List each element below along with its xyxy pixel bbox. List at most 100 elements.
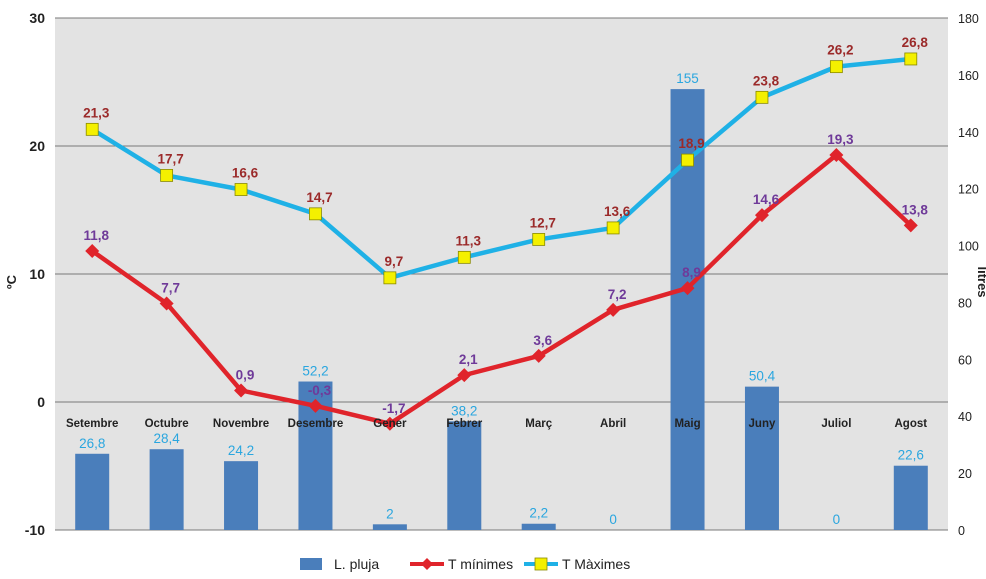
tmax-point [234,183,248,196]
category-label: Febrer [446,418,482,430]
tmax-point [85,122,99,136]
category-label: Desembre [288,418,344,430]
tmin-point [159,296,174,311]
category-label: Octubre [145,418,189,430]
tmax-value-label: 26,2 [827,43,853,58]
rain-bar [75,453,110,530]
tmin-value-label: 0,9 [236,367,255,382]
rain-value-label: 52,2 [302,364,328,379]
tmin-point [531,348,546,363]
rain-bars [75,89,928,530]
rain-value-label: 50,4 [749,369,776,384]
temperature-lines [85,52,918,431]
tmax-value-label: 16,6 [232,166,259,181]
tmin-value-label: 7,2 [608,287,627,302]
tmax-point [309,207,322,221]
category-label: Juny [749,418,776,430]
tmin-point [829,147,844,162]
gridlines [55,17,948,531]
rain-bar [372,524,407,530]
rain-value-label: 24,2 [228,443,254,458]
tmin-point [85,243,100,258]
tmin-point [754,208,769,223]
right-tick-label: 180 [958,12,979,26]
legend-swatch-marker [421,558,433,570]
tmin-value-label: 8,9 [682,265,701,280]
right-tick-label: 80 [958,296,972,310]
rain-bar [744,386,779,530]
tmin-point [903,218,918,233]
rain-bar [893,465,928,530]
tmax-point [160,169,174,182]
tmax-point [532,233,546,246]
rain-value-label: 38,2 [451,403,477,418]
category-label: Juliol [821,418,851,430]
data-labels: 26,8 28,4 24,2 52,2 2 38,2 2,2 0 155 50,4 0 22,6 11,… [79,35,928,527]
legend-item: T mínimes [410,556,513,572]
tmin-point [382,416,397,431]
tmin-value-label: 3,6 [533,333,552,348]
rain-bar [149,449,184,530]
tmin-value-label: 11,8 [83,228,109,243]
left-axis-label: ºC [4,274,19,289]
right-axis-label: litres [975,266,986,297]
legend-swatch-bar [300,558,322,570]
tmin-value-label: 13,8 [902,202,929,217]
legend-item: L. pluja [300,556,379,572]
tmin-line [90,152,913,427]
legend-swatch-marker [534,557,548,571]
rain-bar [224,461,259,530]
left-axis-ticks: -10 0 10 20 30 [25,10,45,538]
right-tick-label: 140 [958,126,979,140]
rain-value-label: 2,2 [529,506,548,521]
category-label: Març [525,418,552,430]
tmin-value-label: -1,7 [382,401,405,416]
left-tick-label: 20 [29,138,45,154]
left-tick-label: 0 [37,394,45,410]
legend-label: T mínimes [448,556,513,572]
tmax-value-label: 18,9 [678,136,704,151]
tmax-point [829,60,843,74]
left-tick-label: -10 [25,522,45,538]
tmax-value-label: 21,3 [83,105,110,120]
right-axis-ticks: 0 20 40 60 80 100 120 140 160 180 [958,12,979,538]
tmin-value-label: 7,7 [161,280,180,295]
right-tick-label: 120 [958,183,979,197]
tmin-point [457,368,472,383]
category-label: Agost [894,418,927,430]
tmax-point [755,90,769,104]
tmin-point [308,398,323,413]
rain-value-label: 28,4 [153,431,180,446]
tmax-value-label: 11,3 [456,233,482,248]
legend: L. pluja T mínimes T Màximes [300,556,630,572]
tmax-point [383,271,397,285]
rain-value-label: 2 [386,506,394,521]
rain-value-label: 0 [609,512,617,527]
right-tick-label: 160 [958,69,979,83]
left-tick-label: 30 [29,10,45,26]
tmin-point [680,281,695,296]
tmax-value-label: 17,7 [157,151,183,166]
tmin-point [234,383,249,398]
rain-value-label: 155 [676,71,699,86]
legend-label: T Màximes [562,556,630,572]
tmin-value-label: -0,3 [308,383,332,398]
right-tick-label: 60 [958,353,972,367]
tmin-value-label: 19,3 [827,132,854,147]
category-label: Novembre [213,418,269,430]
rain-value-label: 0 [833,512,841,527]
legend-item: T Màximes [524,556,630,572]
tmax-value-label: 9,7 [384,254,403,269]
rain-value-label: 22,6 [898,448,924,463]
right-tick-label: 0 [958,524,965,538]
tmin-value-label: 2,1 [459,352,478,367]
category-label: Gener [373,418,407,430]
category-label: Abril [600,418,626,430]
right-tick-label: 100 [958,240,979,254]
rain-bar [447,421,482,530]
tmax-value-label: 12,7 [530,215,556,230]
tmax-line [91,56,912,281]
left-tick-label: 10 [29,266,45,282]
legend-label: L. pluja [334,556,379,572]
